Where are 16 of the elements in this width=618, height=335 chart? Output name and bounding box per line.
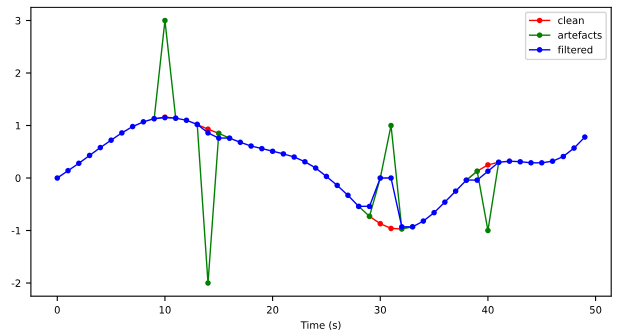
legend-label: artefacts: [558, 31, 602, 39]
y-tick-label: 1: [16, 122, 20, 130]
x-tick-label: 30: [374, 306, 386, 314]
y-tick-label: 2: [16, 69, 20, 77]
x-tick-label: 50: [590, 306, 602, 314]
legend-label: clean: [558, 16, 584, 24]
x-tick-label: 40: [482, 306, 494, 314]
x-tick-label: 10: [160, 306, 171, 314]
x-tick-label: 20: [266, 306, 278, 314]
y-tick-label: 0: [15, 174, 21, 182]
y-tick-label: -2: [12, 279, 20, 287]
x-axis-title: Time (s): [300, 321, 341, 330]
legend-label: filtered: [558, 46, 592, 54]
y-tick-label: 3: [16, 16, 20, 24]
y-tick-label: -1: [12, 227, 20, 234]
x-tick-label: 0: [54, 306, 60, 314]
